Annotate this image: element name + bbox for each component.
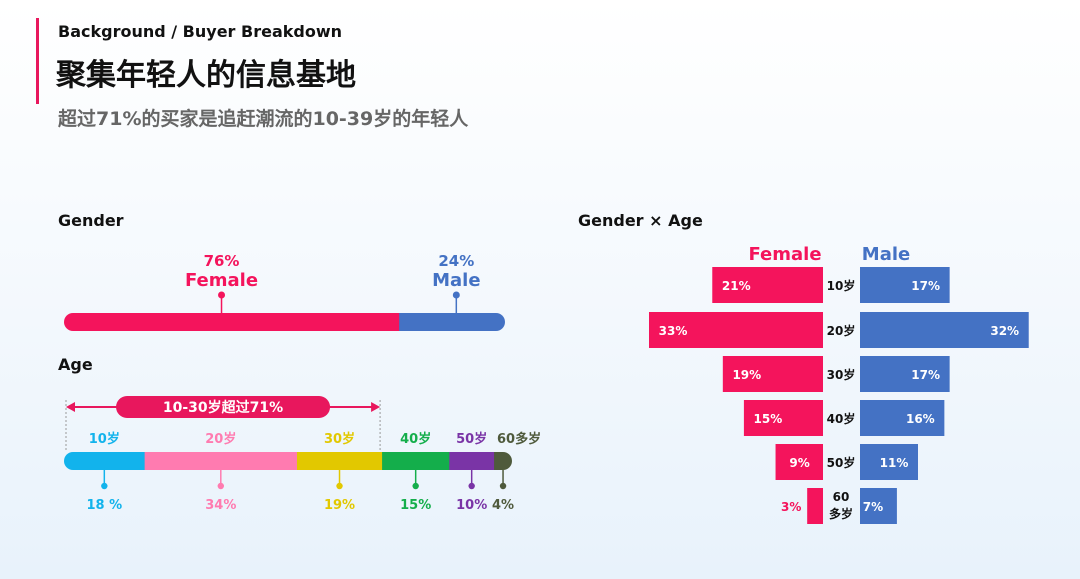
age-bar-segment bbox=[494, 452, 512, 470]
pyramid-bar-female bbox=[722, 356, 823, 392]
pyramid-bar-male bbox=[860, 400, 945, 436]
pyramid-label-female: 21% bbox=[722, 279, 751, 293]
pyramid-label-male: 16% bbox=[906, 412, 935, 426]
pyramid-bar-female bbox=[712, 267, 823, 303]
gender-chart-title: Gender bbox=[58, 211, 124, 230]
page-subtitle: 超过71%的买家是追赶潮流的10-39岁的年轻人 bbox=[58, 108, 469, 130]
gender-category-label: Male bbox=[432, 270, 480, 291]
pyramid-label-male: 32% bbox=[990, 324, 1019, 338]
age-value-label: 4% bbox=[492, 498, 514, 513]
pyramid-label-female: 15% bbox=[754, 412, 783, 426]
age-category-label: 30岁 bbox=[324, 431, 355, 447]
pyramid-category-label: 10岁 bbox=[827, 278, 856, 293]
age-bracket-arrow-left bbox=[66, 402, 75, 412]
gender-marker-dot-0 bbox=[218, 291, 226, 299]
age-category-label: 60多岁 bbox=[497, 431, 541, 447]
age-bar-segment bbox=[296, 452, 383, 470]
pyramid-bar-male bbox=[860, 444, 918, 480]
page-title: 聚集年轻人的信息基地 bbox=[56, 58, 356, 93]
pyramid-bar-male bbox=[860, 312, 1029, 348]
age-marker-dot bbox=[217, 482, 224, 490]
age-value-label: 34% bbox=[205, 498, 236, 513]
pyramid-category-label: 50岁 bbox=[827, 455, 856, 470]
pyramid-label-male: 11% bbox=[880, 456, 909, 470]
age-chart: 10-30岁超过71% 10岁 18 % 20岁 34% 30岁 19% 40岁 15% 50岁 1… bbox=[64, 396, 541, 513]
age-marker-dot bbox=[468, 482, 475, 490]
pyramid-legend-female: Female bbox=[748, 244, 821, 265]
gender-marker-dot-1 bbox=[452, 291, 460, 299]
pyramid-bar-male bbox=[860, 267, 950, 303]
gender-chart: 76%Female 24%Male bbox=[64, 252, 505, 331]
age-marker-dot bbox=[412, 482, 419, 490]
age-bar-segment bbox=[449, 452, 495, 470]
age-marker-dot bbox=[499, 482, 507, 490]
gender-bar-group bbox=[64, 313, 505, 331]
gender-bar-male bbox=[399, 313, 505, 331]
pyramid-label-male: 17% bbox=[911, 368, 940, 382]
pyramid-chart-title: Gender × Age bbox=[578, 211, 703, 230]
gender-value-label: 76% bbox=[204, 252, 240, 270]
age-bar-group bbox=[64, 452, 512, 470]
age-bracket-arrow-right bbox=[371, 402, 381, 412]
pyramid-label-female: 33% bbox=[659, 324, 688, 338]
pyramid-bar-male bbox=[860, 356, 950, 392]
accent-bar bbox=[36, 18, 39, 104]
eyebrow-label: Background / Buyer Breakdown bbox=[58, 22, 342, 41]
gender-category-label: Female bbox=[185, 270, 258, 291]
pyramid-label-male: 17% bbox=[911, 279, 940, 293]
pyramid-category-label: 60 bbox=[833, 490, 850, 504]
gender-bar-female bbox=[64, 313, 400, 331]
pyramid-bar-female bbox=[649, 312, 823, 348]
age-bar-segment bbox=[64, 452, 146, 470]
age-chart-title: Age bbox=[58, 355, 93, 374]
age-value-label: 10% bbox=[456, 498, 487, 513]
pyramid-label-female: 19% bbox=[732, 368, 761, 382]
age-category-label: 10岁 bbox=[89, 431, 120, 447]
pyramid-bar-male bbox=[860, 488, 897, 524]
age-annotation-pill bbox=[116, 396, 331, 418]
age-marker-dot bbox=[101, 482, 108, 490]
age-category-label: 50岁 bbox=[456, 431, 487, 447]
pyramid-legend-male: Male bbox=[862, 244, 910, 265]
gender-value-label: 24% bbox=[438, 252, 474, 270]
pyramid-label-female: 9% bbox=[789, 456, 809, 470]
age-category-label: 40岁 bbox=[400, 431, 431, 447]
age-value-label: 15% bbox=[400, 498, 431, 513]
age-annotation-text: 10-30岁超过71% bbox=[163, 399, 283, 416]
age-marker-dot bbox=[336, 482, 343, 490]
age-category-label: 20岁 bbox=[205, 431, 236, 447]
age-value-label: 19% bbox=[324, 498, 355, 513]
pyramid-category-label: 20岁 bbox=[827, 323, 856, 338]
pyramid-category-label: 40岁 bbox=[827, 411, 856, 426]
pyramid-bar-female bbox=[807, 488, 823, 524]
gender-age-pyramid-chart: Female Male 21% 17% 10岁 33% 32% 20岁 19% 17% 30岁 15%… bbox=[649, 244, 1029, 524]
age-bar-segment bbox=[144, 452, 298, 470]
pyramid-label-male: 7% bbox=[863, 500, 883, 514]
pyramid-category-label: 多岁 bbox=[829, 506, 853, 521]
age-value-label: 18 % bbox=[86, 498, 122, 513]
pyramid-label-female: 3% bbox=[781, 500, 801, 514]
age-bar-segment bbox=[382, 452, 450, 470]
pyramid-bar-female bbox=[743, 400, 823, 436]
pyramid-category-label: 30岁 bbox=[827, 367, 856, 382]
pyramid-bar-female bbox=[775, 444, 823, 480]
